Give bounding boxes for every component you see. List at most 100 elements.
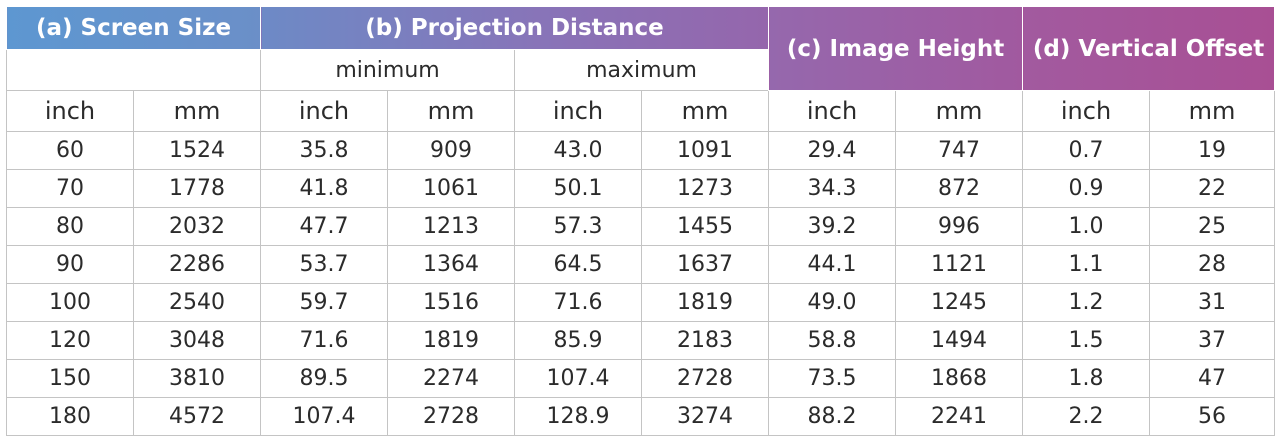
table-cell: 19: [1149, 131, 1276, 170]
table-cell: 73.5: [768, 359, 897, 398]
table-cell: 2183: [641, 321, 770, 360]
table-row: 150 3810 89.5 2274 107.4 2728 73.5 1868 …: [6, 359, 1276, 398]
table-cell: 71.6: [514, 283, 643, 322]
table-cell: 1819: [641, 283, 770, 322]
table-cell: 47: [1149, 359, 1276, 398]
table-cell: 1091: [641, 131, 770, 170]
table-cell: 53.7: [260, 245, 389, 284]
table-cell: 50.1: [514, 169, 643, 208]
header-row-2: minimum maximum: [5, 49, 1275, 91]
table-cell: 64.5: [514, 245, 643, 284]
table-cell: 57.3: [514, 207, 643, 246]
header-projection-distance: (b) Projection Distance: [260, 6, 770, 50]
table-cell: 58.8: [768, 321, 897, 360]
table-cell: 1.5: [1022, 321, 1151, 360]
table-cell: 1455: [641, 207, 770, 246]
table-cell: 1364: [387, 245, 516, 284]
header-vertical-offset: (d) Vertical Offset: [1022, 6, 1276, 91]
unit-cell: inch: [1022, 90, 1151, 132]
table-cell: 2.2: [1022, 397, 1151, 436]
table-container: (a) Screen Size (b) Projection Distance …: [5, 6, 1276, 436]
table-cell: 0.9: [1022, 169, 1151, 208]
table-cell: 2274: [387, 359, 516, 398]
table-cell: 107.4: [260, 397, 389, 436]
table-cell: 1494: [895, 321, 1024, 360]
table-cell: 29.4: [768, 131, 897, 170]
unit-cell: inch: [260, 90, 389, 132]
table-cell: 909: [387, 131, 516, 170]
table-cell: 3048: [132, 321, 262, 360]
table-cell: 59.7: [260, 283, 389, 322]
table-cell: 60: [6, 131, 134, 170]
table-cell: 150: [6, 359, 134, 398]
table-row: 100 2540 59.7 1516 71.6 1819 49.0 1245 1…: [6, 283, 1276, 322]
unit-cell: inch: [514, 90, 643, 132]
table-cell: 35.8: [260, 131, 389, 170]
table-cell: 1273: [641, 169, 770, 208]
table-cell: 120: [6, 321, 134, 360]
header-row-1: (a) Screen Size (b) Projection Distance …: [5, 6, 1276, 91]
table-cell: 22: [1149, 169, 1276, 208]
table-cell: 88.2: [768, 397, 897, 436]
table-row: 70 1778 41.8 1061 50.1 1273 34.3 872 0.9…: [6, 169, 1276, 208]
table-cell: 1245: [895, 283, 1024, 322]
table-cell: 49.0: [768, 283, 897, 322]
unit-row: inch mm inch mm inch mm inch mm inch mm: [6, 90, 1276, 132]
table-cell: 2241: [895, 397, 1024, 436]
table-cell: 872: [895, 169, 1024, 208]
table-cell: 44.1: [768, 245, 897, 284]
subheader-minimum: minimum: [260, 49, 516, 91]
table-cell: 70: [6, 169, 134, 208]
table-cell: 180: [6, 397, 134, 436]
table-cell: 128.9: [514, 397, 643, 436]
table-cell: 2032: [132, 207, 262, 246]
table-cell: 4572: [132, 397, 262, 436]
table-row: 80 2032 47.7 1213 57.3 1455 39.2 996 1.0…: [6, 207, 1276, 246]
table-cell: 89.5: [260, 359, 389, 398]
table-cell: 1213: [387, 207, 516, 246]
table-cell: 107.4: [514, 359, 643, 398]
table-cell: 43.0: [514, 131, 643, 170]
table-cell: 1516: [387, 283, 516, 322]
table-cell: 1778: [132, 169, 262, 208]
table-cell: 56: [1149, 397, 1276, 436]
unit-cell: mm: [1149, 90, 1276, 132]
table-row: 60 1524 35.8 909 43.0 1091 29.4 747 0.7 …: [6, 131, 1276, 170]
unit-cell: mm: [387, 90, 516, 132]
unit-cell: inch: [768, 90, 897, 132]
unit-cell: mm: [132, 90, 262, 132]
subheader-maximum: maximum: [514, 49, 770, 91]
table-cell: 1121: [895, 245, 1024, 284]
table-cell: 1524: [132, 131, 262, 170]
table-cell: 37: [1149, 321, 1276, 360]
table-cell: 28: [1149, 245, 1276, 284]
table-cell: 0.7: [1022, 131, 1151, 170]
table-cell: 1061: [387, 169, 516, 208]
table-cell: 34.3: [768, 169, 897, 208]
table-cell: 3810: [132, 359, 262, 398]
table-cell: 90: [6, 245, 134, 284]
table-cell: 71.6: [260, 321, 389, 360]
table-cell: 1.2: [1022, 283, 1151, 322]
table-cell: 2540: [132, 283, 262, 322]
table-cell: 85.9: [514, 321, 643, 360]
table-cell: 100: [6, 283, 134, 322]
table-cell: 2286: [132, 245, 262, 284]
table-cell: 1637: [641, 245, 770, 284]
table-row: 90 2286 53.7 1364 64.5 1637 44.1 1121 1.…: [6, 245, 1276, 284]
table-cell: 1.8: [1022, 359, 1151, 398]
unit-cell: mm: [895, 90, 1024, 132]
table-cell: 31: [1149, 283, 1276, 322]
unit-cell: inch: [6, 90, 134, 132]
table-cell: 41.8: [260, 169, 389, 208]
table-row: 180 4572 107.4 2728 128.9 3274 88.2 2241…: [6, 397, 1276, 436]
table-cell: 1.1: [1022, 245, 1151, 284]
table-cell: 3274: [641, 397, 770, 436]
table-cell: 39.2: [768, 207, 897, 246]
table-body: 60 1524 35.8 909 43.0 1091 29.4 747 0.7 …: [6, 131, 1276, 436]
table-row: 120 3048 71.6 1819 85.9 2183 58.8 1494 1…: [6, 321, 1276, 360]
table-cell: 1.0: [1022, 207, 1151, 246]
table-cell: 1819: [387, 321, 516, 360]
table-cell: 2728: [387, 397, 516, 436]
unit-cell: mm: [641, 90, 770, 132]
